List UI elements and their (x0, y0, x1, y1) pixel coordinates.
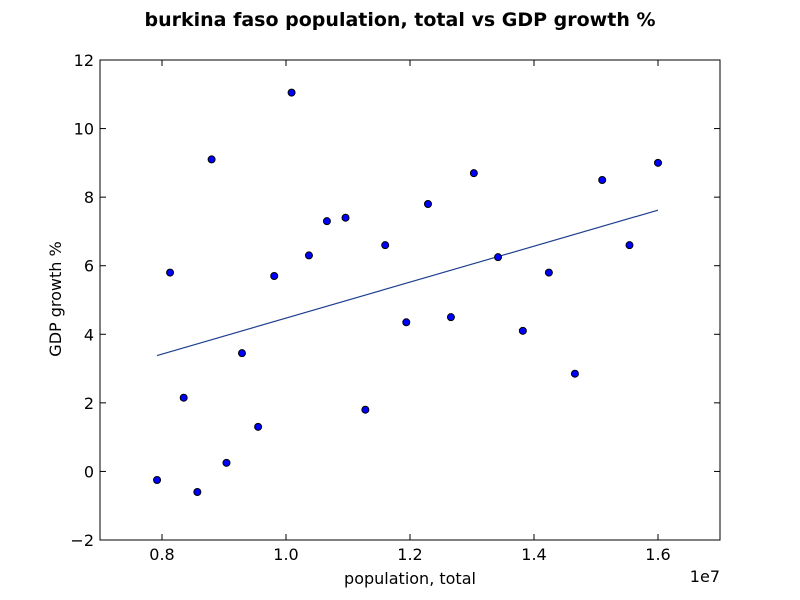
data-point (423, 200, 432, 208)
data-point (287, 88, 296, 97)
y-tick-label: 8 (84, 188, 94, 207)
data-point (518, 326, 527, 335)
data-point (469, 169, 478, 178)
x-axis-offset-label: 1e7 (690, 567, 720, 586)
data-point (598, 176, 607, 184)
data-point (402, 318, 411, 327)
data-point (361, 405, 370, 414)
data-point (270, 272, 279, 280)
data-point (625, 241, 634, 250)
y-tick-label: 4 (84, 325, 94, 344)
y-tick-label: −2 (70, 531, 94, 550)
data-point (179, 393, 188, 402)
data-point (254, 422, 263, 431)
data-point (570, 369, 579, 378)
y-tick-label: 10 (74, 120, 94, 139)
data-point (222, 458, 231, 467)
data-point (381, 241, 390, 250)
y-tick-label: 6 (84, 257, 94, 276)
data-point (193, 488, 202, 496)
x-tick-label: 1.0 (273, 545, 298, 564)
y-axis-label: GDP growth % (46, 241, 65, 356)
data-point (304, 251, 313, 260)
chart-title: burkina faso population, total vs GDP gr… (144, 9, 655, 31)
x-axis-label: population, total (344, 569, 476, 588)
data-point (166, 268, 175, 277)
y-tick-label: 12 (74, 51, 94, 70)
y-tick-label: 0 (84, 462, 94, 481)
data-point (544, 268, 553, 277)
x-tick-label: 1.2 (397, 545, 422, 564)
plot-area: 0.8 1.0 1.2 1.4 1.6 −2 0 2 4 6 8 10 12 (70, 51, 721, 564)
x-tick-label: 1.4 (521, 545, 546, 564)
data-point (654, 158, 662, 167)
x-tick-label: 0.8 (149, 545, 174, 564)
data-point (153, 476, 162, 484)
trend-line (156, 209, 659, 357)
y-tick-label: 2 (84, 394, 94, 413)
data-point (494, 253, 503, 262)
data-point (237, 349, 246, 358)
data-point (341, 213, 350, 222)
plot-frame (99, 59, 721, 541)
data-point (207, 155, 216, 164)
data-point (446, 313, 455, 322)
data-point (322, 217, 331, 226)
x-tick-label: 1.6 (645, 545, 670, 564)
